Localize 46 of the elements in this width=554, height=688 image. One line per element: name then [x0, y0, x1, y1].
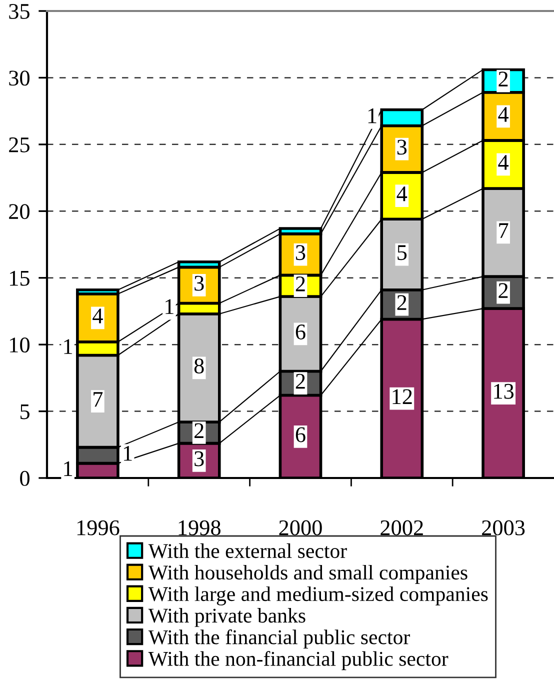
x-tick-label: 2003	[482, 520, 525, 536]
y-tick-label: 10	[10, 338, 30, 352]
x-tick-label: 1996	[77, 520, 120, 536]
data-label: 4	[498, 107, 509, 122]
data-label: 1	[166, 299, 174, 314]
legend-label: With the external sector	[148, 543, 347, 558]
x-tick-label: 2002	[380, 520, 423, 536]
y-tick-label: 30	[9, 70, 30, 86]
data-label: 12	[392, 389, 412, 404]
data-label: 1	[124, 446, 132, 461]
data-label: 7	[499, 223, 508, 238]
data-label: 2	[397, 295, 406, 310]
data-label: 7	[94, 392, 103, 407]
data-label: 2	[498, 72, 508, 86]
data-label: 6	[296, 324, 306, 340]
data-label: 6	[296, 427, 306, 442]
y-tick-label: 20	[9, 204, 30, 220]
x-tick-label: 1998	[178, 520, 220, 536]
legend-label: With large and medium-sized companies	[148, 586, 488, 606]
data-label: 13	[494, 384, 514, 399]
data-label: 4	[92, 308, 103, 324]
legend-label: With the financial public sector	[148, 629, 410, 649]
data-label: 3	[194, 276, 204, 291]
legend-label: With the non-financial public sector	[148, 651, 448, 670]
x-tick-label: 2000	[279, 520, 322, 536]
data-label: 3	[397, 140, 407, 155]
data-label: 1	[64, 339, 72, 354]
legend-label: With households and small companies	[148, 564, 468, 584]
data-label: 2	[296, 276, 305, 292]
data-label: 4	[396, 186, 408, 202]
data-label: 2	[296, 374, 305, 389]
y-tick-label: 0	[20, 470, 30, 486]
data-label: 3	[194, 451, 204, 466]
data-label: 5	[398, 245, 407, 260]
data-label: 4	[498, 155, 509, 170]
y-tick-label: 15	[10, 270, 30, 286]
data-label: 8	[194, 358, 204, 374]
y-tick-label: 5	[20, 404, 30, 420]
data-label: 3	[296, 245, 306, 260]
data-label: 1	[368, 108, 376, 124]
data-label: 2	[194, 423, 204, 438]
y-tick-label: 25	[9, 137, 30, 152]
legend-label: With private banks	[148, 608, 306, 627]
data-label: 1	[64, 461, 72, 476]
data-label: 2	[498, 283, 508, 298]
y-tick-label: 35	[9, 4, 30, 19]
